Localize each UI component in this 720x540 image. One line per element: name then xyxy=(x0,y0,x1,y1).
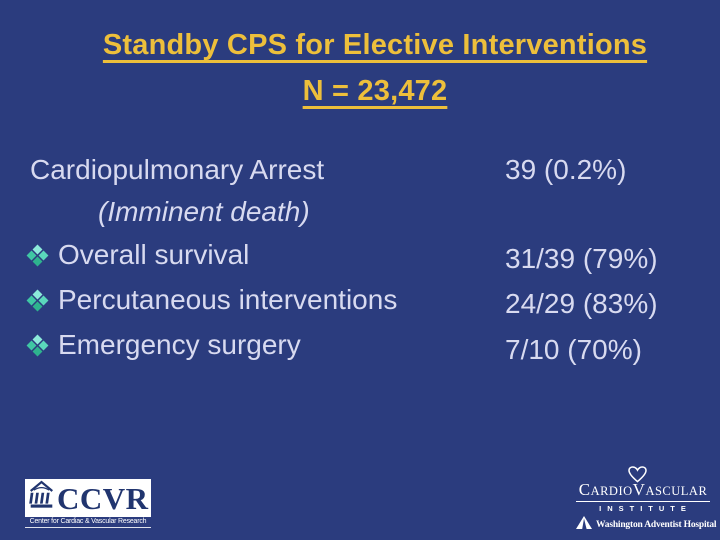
ccvr-tagline: Center for Cardiac & Vascular Research xyxy=(25,517,151,528)
slide-title: Standby CPS for Elective Interventions xyxy=(102,29,648,61)
ccvr-acronym: CCVR xyxy=(57,480,149,516)
arrest-sublabel: (Imminent death) xyxy=(98,196,310,227)
bullet-label: Emergency surgery xyxy=(58,329,301,360)
diamond-bullet-icon xyxy=(26,289,49,311)
slide-subtitle-n-count: N = 23,472 xyxy=(302,75,448,107)
bullet-item-percutaneous: Percutaneous interventions xyxy=(26,284,398,315)
bullet-label: Percutaneous interventions xyxy=(58,284,398,315)
wordmark-segment: ARDIO xyxy=(590,484,633,498)
hospital-name: Washington Adventist Hospital xyxy=(596,520,717,530)
ccvr-logo: CCVR Center for Cardiac & Vascular Resea… xyxy=(25,479,151,528)
ccvr-logo-box: CCVR xyxy=(25,479,151,517)
diamond-bullet-icon xyxy=(26,244,49,266)
stat-overall-survival: 31/39 (79%) xyxy=(505,243,658,274)
cardiovascular-wordmark: CARDIOVASCULAR xyxy=(576,481,710,499)
wordmark-segment: V xyxy=(632,480,646,499)
wordmark-segment: C xyxy=(578,480,591,499)
adventist-triangle-icon xyxy=(576,516,592,534)
stat-emergency-surgery: 7/10 (70%) xyxy=(505,334,642,365)
stat-arrest-count: 39 (0.2%) xyxy=(505,154,627,185)
diamond-bullet-icon xyxy=(26,334,49,356)
wordmark-segment: ASCULAR xyxy=(645,484,708,498)
institute-label: INSTITUTE xyxy=(576,501,710,513)
bank-columns-icon xyxy=(28,480,55,516)
hospital-row: Washington Adventist Hospital xyxy=(576,516,717,534)
heart-outline-icon xyxy=(628,466,647,488)
bullet-label: Overall survival xyxy=(58,239,250,270)
bullet-item-emergency-surgery: Emergency surgery xyxy=(26,329,301,360)
arrest-label: Cardiopulmonary Arrest xyxy=(30,154,325,185)
bullet-item-overall-survival: Overall survival xyxy=(26,239,250,270)
cardiovascular-institute-logo: CARDIOVASCULAR INSTITUTE Washington Adve… xyxy=(576,466,717,534)
stat-percutaneous: 24/29 (83%) xyxy=(505,288,658,319)
